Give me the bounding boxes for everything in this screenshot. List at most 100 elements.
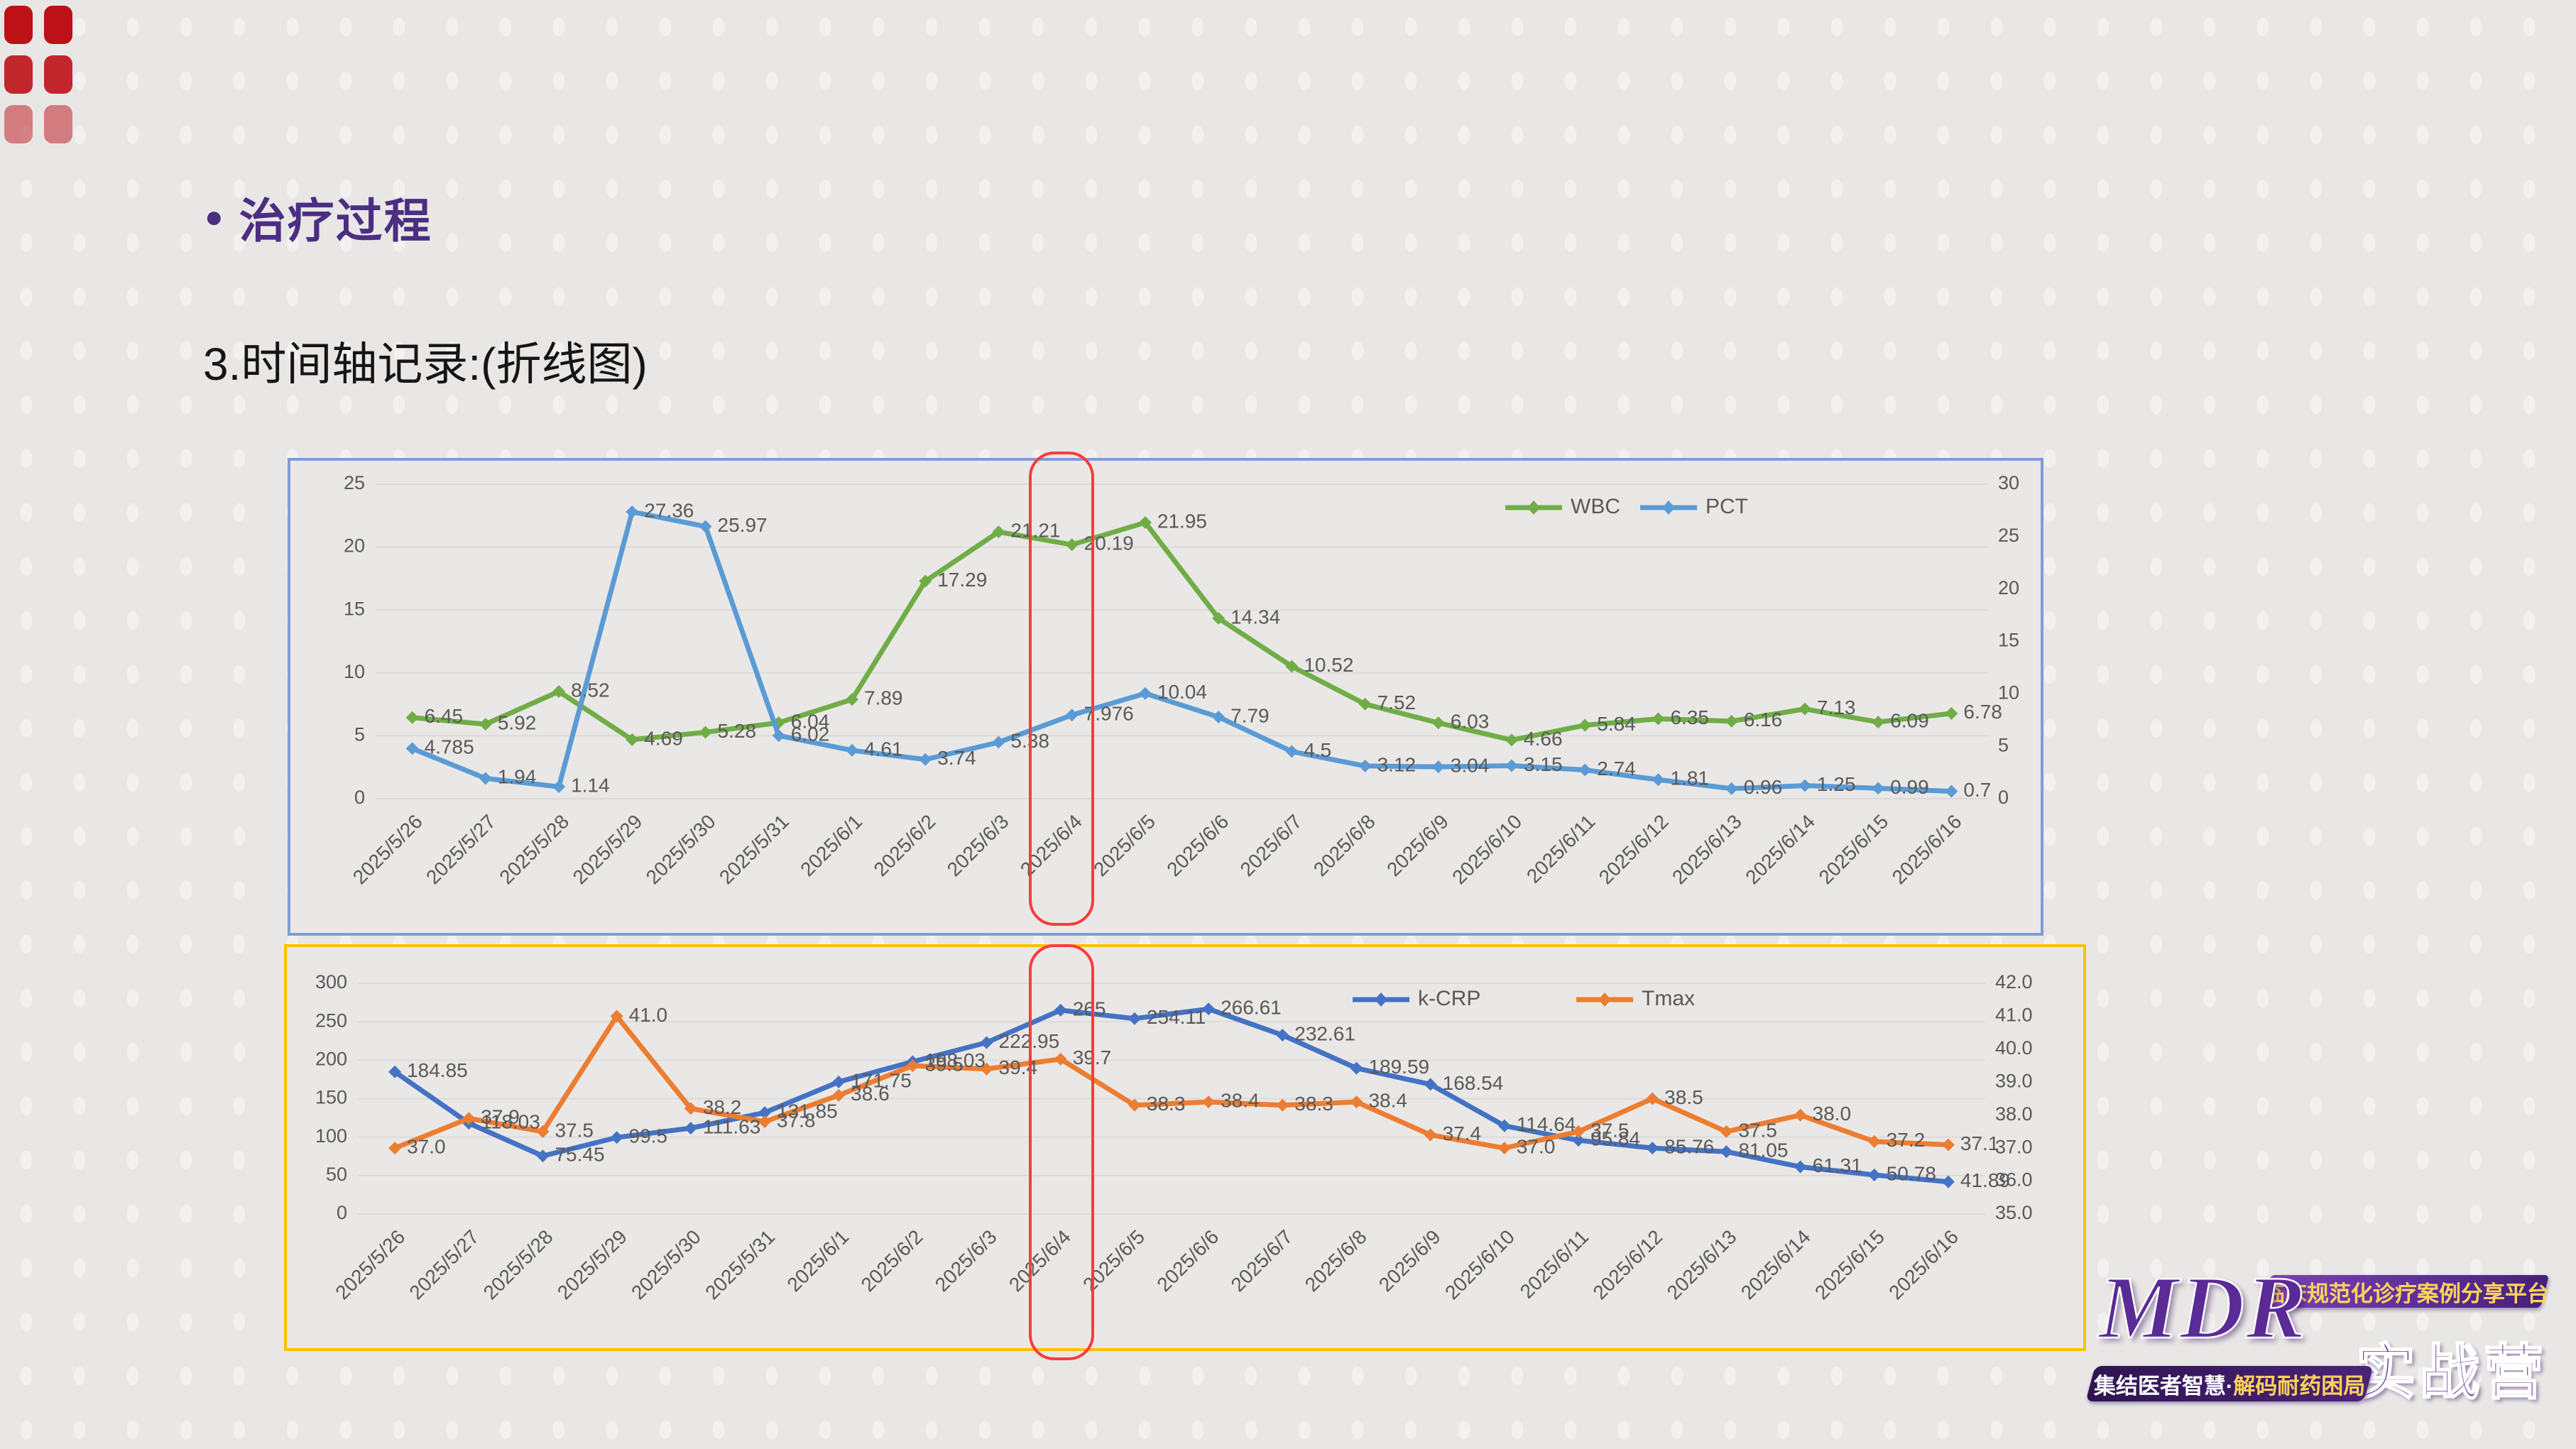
- svg-text:81.05: 81.05: [1738, 1139, 1788, 1161]
- svg-text:2025/5/31: 2025/5/31: [715, 810, 793, 888]
- page-title: 治疗过程: [239, 195, 432, 247]
- svg-text:2025/6/7: 2025/6/7: [1227, 1225, 1297, 1296]
- svg-text:6.03: 6.03: [1451, 711, 1490, 733]
- svg-text:k-CRP: k-CRP: [1418, 987, 1480, 1010]
- svg-text:184.85: 184.85: [407, 1059, 468, 1081]
- svg-text:42.0: 42.0: [1995, 971, 2033, 993]
- red-tile: [44, 6, 72, 44]
- svg-text:111.63: 111.63: [703, 1115, 760, 1137]
- svg-text:10.04: 10.04: [1157, 681, 1207, 703]
- svg-text:2025/5/30: 2025/5/30: [627, 1225, 705, 1303]
- svg-text:85.76: 85.76: [1664, 1135, 1714, 1157]
- svg-text:2025/6/12: 2025/6/12: [1588, 1225, 1666, 1303]
- slogan-band: 集结医者智慧·解码耐药困局: [2085, 1366, 2374, 1401]
- svg-text:0: 0: [337, 1202, 347, 1223]
- svg-text:168.54: 168.54: [1443, 1072, 1504, 1094]
- svg-text:2025/5/26: 2025/5/26: [349, 810, 427, 888]
- svg-text:266.61: 266.61: [1221, 997, 1282, 1019]
- svg-text:2025/6/10: 2025/6/10: [1448, 810, 1526, 888]
- svg-text:2025/5/26: 2025/5/26: [331, 1225, 409, 1303]
- svg-text:38.0: 38.0: [1813, 1103, 1852, 1125]
- svg-text:3.74: 3.74: [937, 747, 976, 769]
- svg-text:6.16: 6.16: [1744, 709, 1783, 731]
- svg-text:118.03: 118.03: [481, 1111, 540, 1133]
- svg-text:254.11: 254.11: [1147, 1006, 1206, 1028]
- svg-text:2025/6/16: 2025/6/16: [1888, 810, 1966, 888]
- svg-text:38.5: 38.5: [1664, 1086, 1703, 1108]
- svg-text:7.13: 7.13: [1817, 696, 1856, 718]
- svg-text:0.96: 0.96: [1744, 776, 1783, 798]
- svg-text:25: 25: [1998, 525, 2019, 546]
- svg-text:75.45: 75.45: [555, 1144, 604, 1166]
- svg-text:37.1: 37.1: [1960, 1132, 1999, 1154]
- svg-text:2025/6/3: 2025/6/3: [931, 1225, 1001, 1296]
- svg-text:50.78: 50.78: [1887, 1162, 1936, 1184]
- crp-tmax-chart: 300 250 200 150 100 50 0 42.0 41.0 40.0 39.0 38.0 37…: [315, 971, 2033, 1303]
- svg-text:40.0: 40.0: [1995, 1037, 2033, 1059]
- svg-text:36.0: 36.0: [1995, 1169, 2033, 1191]
- svg-text:131.85: 131.85: [777, 1100, 838, 1122]
- svg-text:4.69: 4.69: [644, 727, 683, 749]
- svg-text:20: 20: [344, 535, 365, 557]
- svg-text:2025/5/29: 2025/5/29: [553, 1225, 631, 1303]
- slogan-separator: ·: [2225, 1373, 2234, 1399]
- svg-text:2025/6/14: 2025/6/14: [1741, 810, 1819, 888]
- svg-text:5.28: 5.28: [718, 720, 757, 742]
- svg-text:5.92: 5.92: [498, 711, 537, 733]
- svg-text:2025/6/11: 2025/6/11: [1516, 1225, 1593, 1303]
- svg-text:21.95: 21.95: [1157, 510, 1207, 532]
- svg-text:2025/5/27: 2025/5/27: [422, 810, 500, 888]
- svg-text:99.5: 99.5: [629, 1125, 668, 1147]
- svg-text:4.785: 4.785: [425, 736, 474, 758]
- svg-text:37.5: 37.5: [1590, 1119, 1630, 1141]
- svg-text:3.04: 3.04: [1451, 755, 1490, 777]
- svg-text:6.78: 6.78: [1963, 701, 2002, 723]
- svg-text:38.0: 38.0: [1995, 1103, 2033, 1125]
- svg-text:2025/6/7: 2025/6/7: [1236, 810, 1306, 880]
- svg-text:PCT: PCT: [1705, 495, 1748, 518]
- svg-text:15: 15: [1998, 630, 2019, 651]
- svg-text:0: 0: [1998, 787, 2009, 808]
- svg-text:2025/6/13: 2025/6/13: [1668, 810, 1746, 888]
- svg-text:100: 100: [315, 1125, 347, 1147]
- red-tile: [4, 6, 33, 44]
- svg-text:39.5: 39.5: [924, 1053, 964, 1075]
- svg-text:2.74: 2.74: [1597, 758, 1636, 780]
- svg-text:38.3: 38.3: [1147, 1093, 1186, 1115]
- svg-text:WBC: WBC: [1571, 495, 1620, 518]
- svg-text:6.35: 6.35: [1670, 706, 1709, 728]
- svg-text:37.0: 37.0: [407, 1136, 446, 1158]
- svg-text:150: 150: [315, 1087, 347, 1108]
- highlight-box-top-2025-6-4: [1029, 452, 1094, 926]
- svg-text:5: 5: [1998, 734, 2009, 755]
- svg-text:1.81: 1.81: [1670, 767, 1709, 789]
- svg-text:232.61: 232.61: [1294, 1022, 1355, 1044]
- slogan-right: 解码耐药困局: [2233, 1373, 2366, 1399]
- svg-text:30: 30: [1998, 472, 2019, 493]
- svg-text:2025/5/28: 2025/5/28: [495, 810, 573, 888]
- svg-text:250: 250: [315, 1010, 347, 1031]
- svg-text:50: 50: [326, 1164, 347, 1185]
- svg-text:2025/6/11: 2025/6/11: [1522, 810, 1600, 887]
- svg-text:265: 265: [1073, 997, 1106, 1019]
- svg-text:38.2: 38.2: [703, 1096, 741, 1118]
- red-tile: [44, 55, 72, 94]
- svg-text:2025/6/9: 2025/6/9: [1375, 1225, 1445, 1296]
- svg-text:3.15: 3.15: [1524, 753, 1563, 775]
- svg-text:5: 5: [354, 724, 365, 745]
- svg-text:Tmax: Tmax: [1642, 987, 1695, 1010]
- svg-text:61.31: 61.31: [1813, 1154, 1862, 1176]
- svg-text:38.4: 38.4: [1368, 1090, 1407, 1112]
- svg-text:1.25: 1.25: [1817, 773, 1856, 795]
- svg-text:17.29: 17.29: [937, 569, 987, 591]
- wbc-pct-chart: 25201510503025201510502025/5/262025/5/27…: [344, 472, 2019, 888]
- svg-text:8.52: 8.52: [571, 679, 610, 701]
- svg-text:38.4: 38.4: [1221, 1090, 1260, 1112]
- svg-text:6.45: 6.45: [425, 705, 464, 727]
- svg-text:4.5: 4.5: [1304, 739, 1331, 761]
- wbc-pct-chart-box: 25 20 15 10 5 0 30 25 20 15 10 5 0 2025/5/26 2025/5/27…: [288, 458, 2043, 936]
- svg-text:21.21: 21.21: [1010, 520, 1060, 542]
- decor-red-tiles: [4, 6, 82, 155]
- svg-text:27.36: 27.36: [644, 499, 694, 521]
- svg-text:2025/5/27: 2025/5/27: [405, 1225, 484, 1303]
